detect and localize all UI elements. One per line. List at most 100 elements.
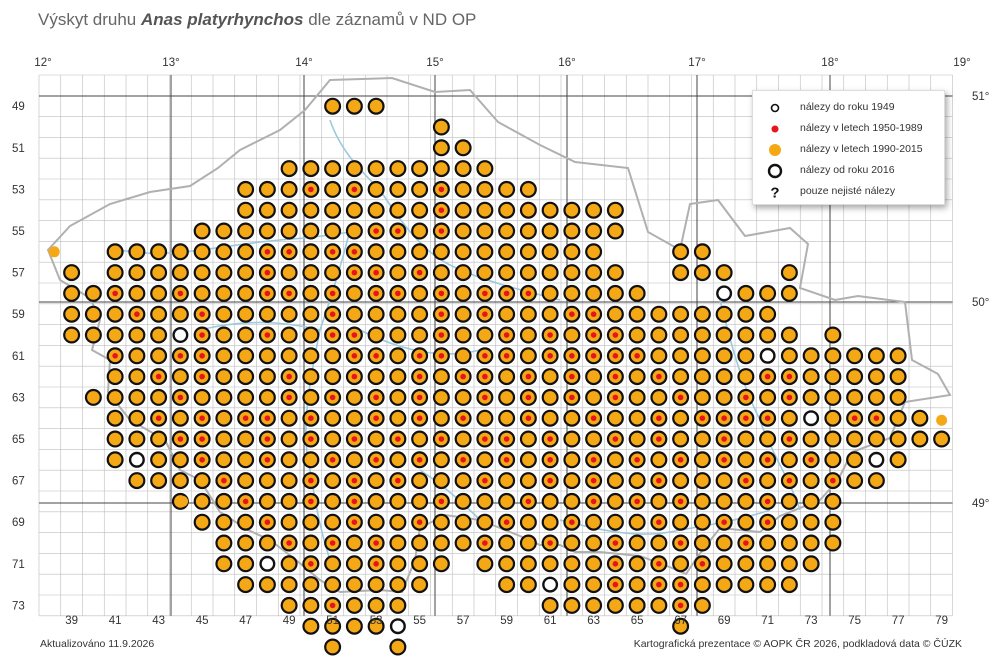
column-label: 41 — [109, 615, 122, 627]
occurrence-dot — [367, 97, 385, 115]
occurrence-dot — [193, 492, 211, 510]
occurrence-dot — [237, 284, 255, 302]
occurrence-dot — [324, 97, 342, 115]
river-berounka — [199, 321, 321, 331]
historic-dot — [764, 457, 771, 463]
occurrence-dot — [63, 284, 81, 302]
occurrence-dot — [193, 264, 211, 282]
occurrence-dot — [150, 264, 168, 282]
occurrence-dot — [759, 534, 777, 552]
occurrence-dot — [628, 576, 646, 594]
occurrence-dot — [628, 388, 646, 406]
longitude-label: 12° — [34, 57, 51, 69]
occurrence-dot — [693, 264, 711, 282]
occurrence-dot — [280, 513, 298, 531]
historic-dot — [308, 415, 314, 422]
legend-row-pre1949: nálezy do roku 1949 — [753, 99, 944, 117]
historic-dot — [351, 269, 358, 276]
historic-dot — [308, 498, 314, 505]
historic-dot — [525, 394, 532, 401]
occurrence-dot — [585, 388, 603, 406]
occurrence-dot — [541, 264, 559, 282]
row-label: 63 — [12, 392, 25, 404]
occurrence-dot — [737, 576, 755, 594]
historic-dot — [416, 353, 423, 359]
occurrence-dot — [650, 305, 668, 323]
historic-dot — [699, 415, 706, 422]
occurrence-dot — [802, 430, 820, 448]
occurrence-dot — [237, 326, 255, 344]
occurrence-dot — [389, 347, 407, 365]
occurrence-dot — [585, 264, 603, 282]
occurrence-dot — [563, 243, 581, 261]
occurrence-dot — [215, 243, 233, 261]
historic-dot — [851, 415, 858, 422]
occurrence-dot — [237, 555, 255, 573]
occurrence-dot — [519, 326, 537, 344]
row-label: 51 — [12, 143, 25, 155]
occurrence-dot — [628, 534, 646, 552]
historic-dot — [743, 415, 749, 422]
occurrence-dot — [693, 368, 711, 386]
occurrence-dot — [454, 180, 472, 198]
historic-dot — [199, 415, 205, 422]
historic-dot — [460, 415, 466, 422]
occurrence-dot — [759, 430, 777, 448]
historic-dot — [656, 561, 662, 567]
occurrence-dot — [672, 305, 690, 323]
occurrence-dot — [650, 347, 668, 365]
occurrence-dot — [585, 222, 603, 240]
legend-row-uncertain: ? pouze nejisté nálezy — [753, 183, 944, 201]
legend-label: nálezy od roku 2016 — [800, 164, 895, 176]
occurrence-dot — [824, 513, 842, 531]
historic-dot — [677, 540, 684, 546]
historic-dot — [656, 477, 662, 484]
occurrence-dot — [498, 388, 516, 406]
occurrence-dot — [237, 264, 255, 282]
occurrence-dot — [128, 347, 146, 365]
column-label: 79 — [935, 615, 948, 627]
occurrence-dot — [802, 513, 820, 531]
historic-dot — [155, 415, 162, 422]
occurrence-dot — [519, 222, 537, 240]
longitude-label: 17° — [688, 57, 705, 69]
occurrence-dot — [519, 451, 537, 469]
historic-dot — [264, 519, 271, 525]
occurrence-dot — [824, 534, 842, 552]
map-title: Výskyt druhu Anas platyrhynchos dle zázn… — [38, 10, 476, 30]
historic-dot — [503, 436, 510, 442]
historic-dot — [482, 353, 488, 359]
occurrence-dot — [84, 284, 102, 302]
occurrence-dot — [715, 555, 733, 573]
occurrence-dot — [563, 409, 581, 427]
occurrence-dot — [389, 596, 407, 614]
occurrence-dot — [715, 388, 733, 406]
occurrence-dot — [237, 388, 255, 406]
occurrence-dot — [324, 264, 342, 282]
occurrence-dot — [150, 347, 168, 365]
occurrence-dot — [258, 222, 276, 240]
column-label: 47 — [239, 615, 252, 627]
historic-dot — [482, 436, 488, 442]
occurrence-dot — [411, 305, 429, 323]
occurrence-dot — [367, 201, 385, 219]
occurrence-dot — [150, 284, 168, 302]
historic-dot — [482, 373, 488, 380]
latitude-label: 51° — [972, 91, 989, 103]
occurrence-dot — [802, 555, 820, 573]
occurrence-dot — [650, 534, 668, 552]
occurrence-dot — [889, 430, 907, 448]
occurrence-dot — [258, 576, 276, 594]
occurrence-dot — [302, 596, 320, 614]
occurrence-dot — [606, 492, 624, 510]
historic-dot — [242, 498, 249, 505]
legend-label: pouze nejisté nálezy — [800, 185, 896, 197]
occurrence-dot — [889, 451, 907, 469]
occurrence-dot — [150, 388, 168, 406]
occurrence-dot — [389, 326, 407, 344]
occurrence-dot — [628, 513, 646, 531]
historic-dot — [808, 457, 814, 463]
occurrence-dot — [911, 409, 929, 427]
occurrence-dot — [519, 576, 537, 594]
occurrence-dot — [237, 430, 255, 448]
